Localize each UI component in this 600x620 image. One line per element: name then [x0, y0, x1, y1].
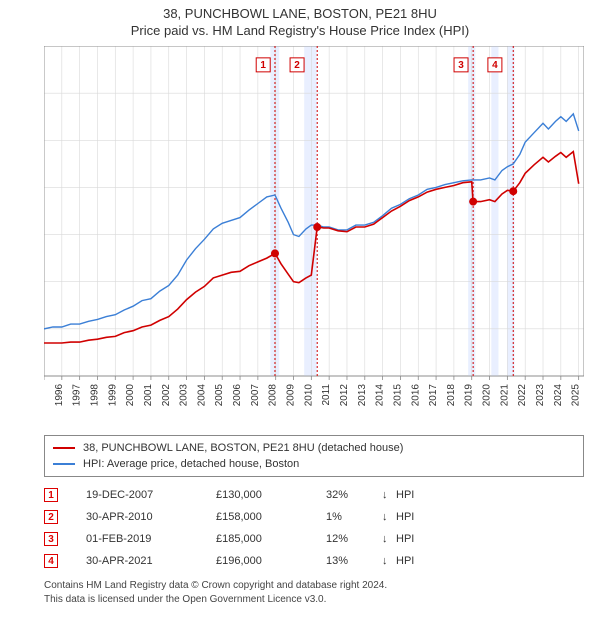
transactions-table: 119-DEC-2007£130,00032%↓HPI230-APR-2010£… [44, 484, 584, 572]
price-chart: £0£50K£100K£150K£200K£250K£300K£350K1995… [44, 46, 584, 398]
svg-text:2003: 2003 [179, 384, 190, 407]
transaction-hpi-label: HPI [396, 511, 414, 523]
transaction-date: 19-DEC-2007 [86, 489, 216, 501]
transaction-row: 1 19-DEC-2007£130,00032%↓HPI [44, 484, 584, 506]
transaction-date: 30-APR-2010 [86, 511, 216, 523]
svg-text:2005: 2005 [214, 384, 225, 407]
transaction-price: £158,000 [216, 511, 326, 523]
transaction-marker: 4 [44, 554, 58, 568]
svg-text:2018: 2018 [446, 384, 457, 407]
svg-text:2020: 2020 [482, 384, 493, 407]
svg-text:2006: 2006 [232, 384, 243, 407]
transaction-date: 01-FEB-2019 [86, 533, 216, 545]
transaction-row: 4 30-APR-2021£196,00013%↓HPI [44, 550, 584, 572]
legend-label: HPI: Average price, detached house, Bost… [83, 458, 299, 470]
svg-text:1997: 1997 [72, 384, 83, 407]
svg-text:3: 3 [458, 60, 464, 71]
arrow-down-icon: ↓ [382, 489, 396, 501]
svg-text:2009: 2009 [286, 384, 297, 407]
svg-text:2024: 2024 [553, 384, 564, 407]
svg-text:2010: 2010 [303, 384, 314, 407]
svg-text:2011: 2011 [321, 384, 332, 406]
page-root: 38, PUNCHBOWL LANE, BOSTON, PE21 8HU Pri… [0, 0, 600, 620]
svg-text:2012: 2012 [339, 384, 350, 407]
title-block: 38, PUNCHBOWL LANE, BOSTON, PE21 8HU Pri… [0, 0, 600, 40]
svg-text:2022: 2022 [517, 384, 528, 407]
svg-text:2000: 2000 [125, 384, 136, 407]
arrow-down-icon: ↓ [382, 511, 396, 523]
svg-text:2019: 2019 [464, 384, 475, 407]
svg-text:1998: 1998 [89, 384, 100, 407]
transaction-delta: 12% [326, 533, 382, 545]
transaction-date: 30-APR-2021 [86, 555, 216, 567]
legend: 38, PUNCHBOWL LANE, BOSTON, PE21 8HU (de… [44, 435, 584, 477]
svg-text:2008: 2008 [268, 384, 279, 407]
transaction-delta: 32% [326, 489, 382, 501]
svg-text:2002: 2002 [161, 384, 172, 407]
chart-svg: £0£50K£100K£150K£200K£250K£300K£350K1995… [44, 46, 584, 448]
transaction-price: £130,000 [216, 489, 326, 501]
page-title: 38, PUNCHBOWL LANE, BOSTON, PE21 8HU [0, 6, 600, 21]
svg-text:2016: 2016 [410, 384, 421, 407]
svg-text:1: 1 [260, 60, 266, 71]
transaction-marker: 1 [44, 488, 58, 502]
svg-text:2021: 2021 [499, 384, 510, 407]
legend-row: 38, PUNCHBOWL LANE, BOSTON, PE21 8HU (de… [53, 440, 575, 456]
svg-text:1996: 1996 [54, 384, 65, 407]
svg-text:2025: 2025 [571, 384, 582, 407]
transaction-marker: 2 [44, 510, 58, 524]
transaction-price: £196,000 [216, 555, 326, 567]
page-subtitle: Price paid vs. HM Land Registry's House … [0, 23, 600, 38]
transaction-hpi-label: HPI [396, 489, 414, 501]
svg-text:2013: 2013 [357, 384, 368, 407]
svg-text:2007: 2007 [250, 384, 261, 407]
transaction-row: 3 01-FEB-2019£185,00012%↓HPI [44, 528, 584, 550]
svg-text:2014: 2014 [375, 384, 386, 407]
legend-swatch-property [53, 447, 75, 449]
legend-swatch-hpi [53, 463, 75, 465]
svg-text:1995: 1995 [44, 384, 47, 407]
svg-text:2004: 2004 [196, 384, 207, 407]
svg-text:2001: 2001 [143, 384, 154, 407]
attribution-text: This data is licensed under the Open Gov… [44, 594, 584, 605]
transaction-hpi-label: HPI [396, 533, 414, 545]
transaction-delta: 13% [326, 555, 382, 567]
legend-label: 38, PUNCHBOWL LANE, BOSTON, PE21 8HU (de… [83, 442, 403, 454]
arrow-down-icon: ↓ [382, 555, 396, 567]
svg-text:2023: 2023 [535, 384, 546, 407]
svg-text:4: 4 [492, 60, 498, 71]
arrow-down-icon: ↓ [382, 533, 396, 545]
transaction-delta: 1% [326, 511, 382, 523]
transaction-marker: 3 [44, 532, 58, 546]
svg-text:2015: 2015 [392, 384, 403, 407]
legend-row: HPI: Average price, detached house, Bost… [53, 456, 575, 472]
svg-text:2017: 2017 [428, 384, 439, 407]
attribution-text: Contains HM Land Registry data © Crown c… [44, 580, 584, 591]
transaction-price: £185,000 [216, 533, 326, 545]
svg-text:2: 2 [294, 60, 300, 71]
transaction-hpi-label: HPI [396, 555, 414, 567]
transaction-row: 2 30-APR-2010£158,0001%↓HPI [44, 506, 584, 528]
svg-text:1999: 1999 [107, 384, 118, 407]
